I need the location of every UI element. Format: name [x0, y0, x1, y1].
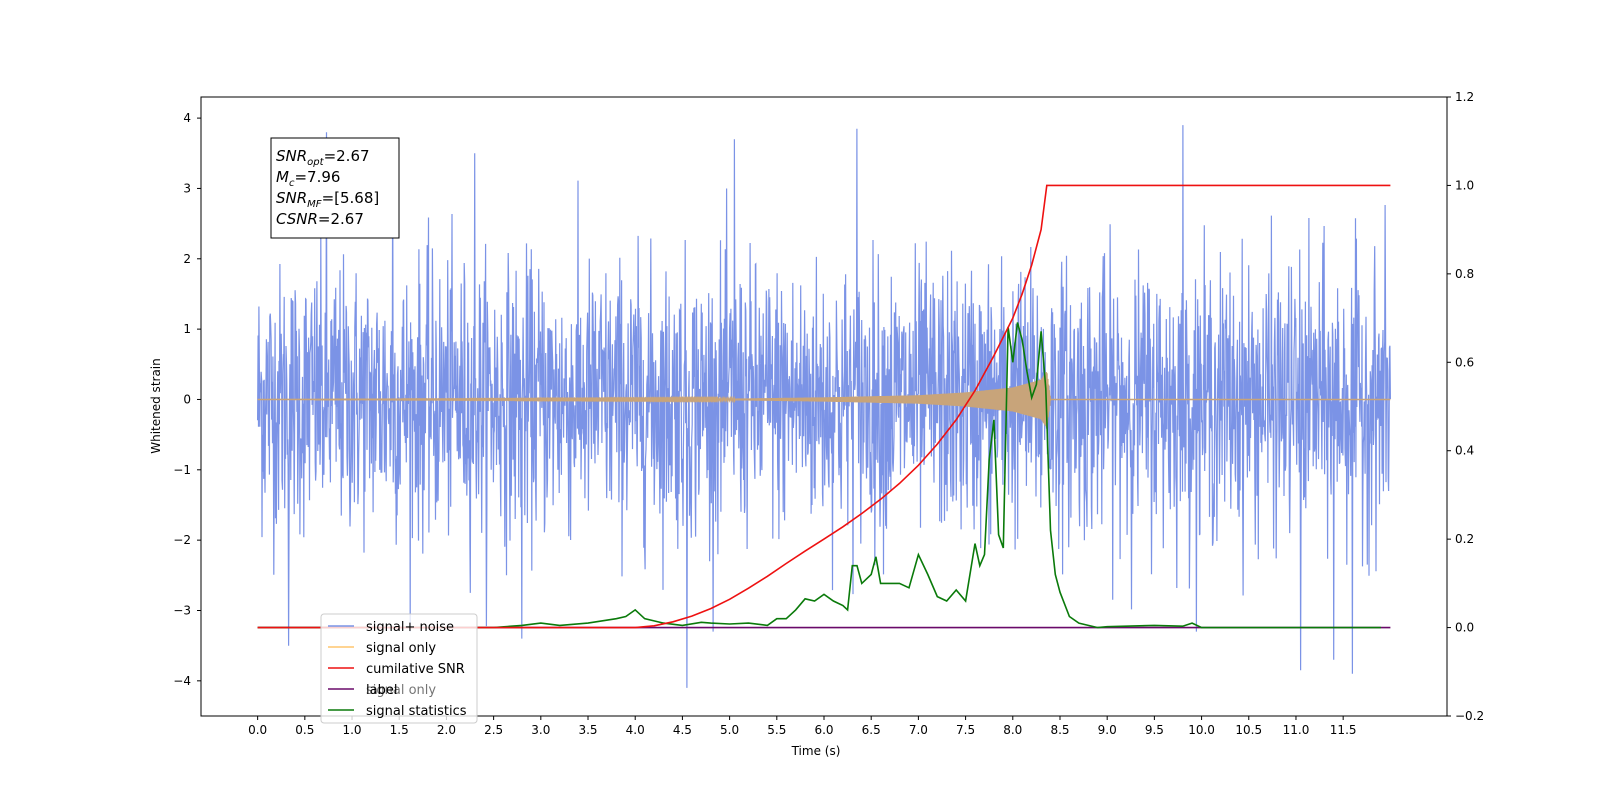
x-tick-label: 7.5	[956, 723, 975, 737]
series-signal-statistics-line	[257, 322, 1381, 629]
annotation-subscript: opt	[307, 157, 324, 168]
y-left-tick-label: 0	[183, 392, 191, 406]
x-tick-label: 11.5	[1330, 723, 1357, 737]
annotation-name: SNR	[276, 189, 307, 207]
legend-label-ghost: signal only	[366, 683, 436, 698]
annotation-name: CSNR	[276, 210, 318, 228]
y-right-tick-label: −0.2	[1455, 709, 1484, 723]
y-left-tick-label: 2	[183, 252, 191, 266]
x-axis-label: Time (s)	[791, 744, 841, 758]
y-left-tick-label: 3	[183, 181, 191, 195]
series-signal-noise-line	[257, 125, 1391, 688]
x-tick-label: 5.5	[767, 723, 786, 737]
x-tick-label: 0.0	[248, 723, 267, 737]
x-tick-label: 6.0	[814, 723, 833, 737]
x-tick-label: 8.5	[1050, 723, 1069, 737]
annotation-name: SNR	[276, 147, 307, 165]
annotation-subscript: MF	[307, 199, 322, 210]
y-right-tick-label: 1.0	[1455, 178, 1474, 192]
annotation-line: Mc=7.96	[276, 168, 340, 189]
x-tick-label: 4.5	[673, 723, 692, 737]
legend-label: signal statistics	[366, 704, 467, 719]
x-tick-label: 10.0	[1188, 723, 1215, 737]
legend-label: signal only	[366, 641, 436, 656]
y-left-tick-label: −3	[173, 603, 191, 617]
plot-clip	[257, 125, 1391, 688]
y-right-tick-label: 0.2	[1455, 532, 1474, 546]
legend-label: label	[366, 683, 397, 698]
x-tick-label: 1.5	[390, 723, 409, 737]
y-left-tick-label: −2	[173, 533, 191, 547]
legend: signal+ noise signal only cumilative SNR la…	[320, 613, 478, 724]
x-tick-label: 9.0	[1098, 723, 1117, 737]
x-tick-label: 1.0	[342, 723, 361, 737]
y-left-tick-label: −4	[173, 674, 191, 688]
y-left-tick-label: 4	[183, 111, 191, 125]
x-tick-label: 2.5	[484, 723, 503, 737]
y-left-tick-label: 1	[183, 322, 191, 336]
annotation-line: SNRopt=2.67	[276, 147, 370, 168]
annotation-name: M	[276, 168, 289, 186]
y-right-tick-label: 0.8	[1455, 267, 1474, 281]
x-tick-label: 3.5	[578, 723, 597, 737]
y-right-tick-label: 0.4	[1455, 444, 1474, 458]
legend-frame	[320, 613, 478, 724]
y-left-tick-label: −1	[173, 463, 191, 477]
annotation-value: =[5.68]	[322, 189, 380, 207]
x-tick-label: 0.5	[295, 723, 314, 737]
x-tick-label: 10.5	[1235, 723, 1262, 737]
x-tick-label: 5.0	[720, 723, 739, 737]
annotation-frame	[270, 137, 400, 239]
annotation-line: SNRMF=[5.68]	[276, 189, 379, 210]
x-tick-label: 7.0	[909, 723, 928, 737]
y-right-tick-label: 0.6	[1455, 355, 1474, 369]
plot-area	[257, 125, 1391, 688]
x-tick-label: 3.0	[531, 723, 550, 737]
x-tick-label: 8.0	[1003, 723, 1022, 737]
annotation-value: =2.67	[324, 147, 370, 165]
y-right-tick-label: 1.2	[1455, 90, 1474, 104]
y-right-tick-label: 0.0	[1455, 621, 1474, 635]
x-tick-label: 2.0	[437, 723, 456, 737]
y-axis-label-left: Whitened strain	[149, 358, 163, 454]
annotation-subscript: c	[289, 178, 295, 189]
x-tick-label: 11.0	[1283, 723, 1310, 737]
annotation-value: =2.67	[318, 210, 364, 228]
x-tick-label: 4.0	[626, 723, 645, 737]
legend-label: signal+ noise	[366, 620, 454, 635]
series-cumulative-snr-line	[257, 184, 1391, 629]
x-tick-label: 6.5	[862, 723, 881, 737]
annotation-value: =7.96	[294, 168, 340, 186]
annotation-line: CSNR=2.67	[276, 210, 364, 228]
series-signal-only-line	[257, 372, 1391, 428]
axes: 0.0 0.5 1.0 1.5 2.0 2.5 3.0 3.5 4.0 4.5 5.0 5.5 6.0 6…	[173, 90, 1484, 737]
legend-label: cumilative SNR	[366, 662, 465, 677]
x-tick-label: 9.5	[1145, 723, 1164, 737]
